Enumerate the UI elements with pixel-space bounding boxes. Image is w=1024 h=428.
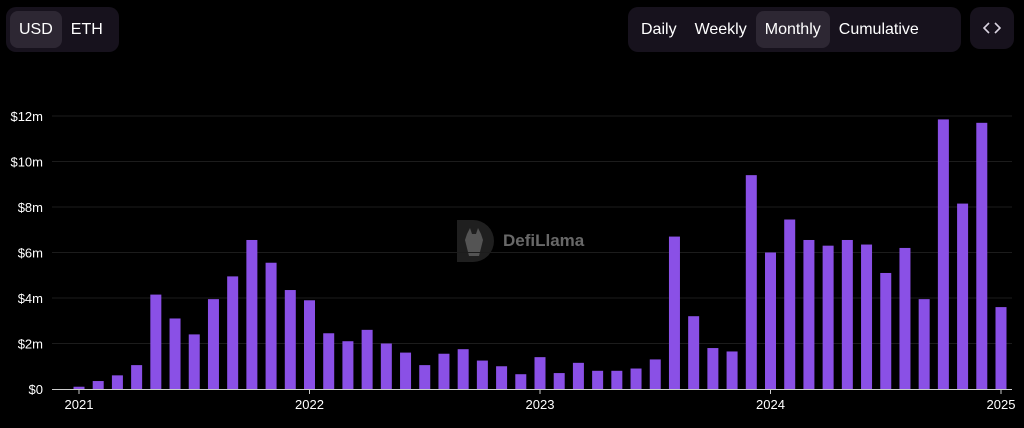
daily-toggle-button[interactable]: Daily	[641, 21, 677, 38]
bar-2022-03[interactable]	[342, 341, 354, 389]
monthly-toggle-button[interactable]: Monthly	[755, 11, 830, 48]
y-tick-label: $12m	[10, 109, 43, 124]
bar-2023-08[interactable]	[668, 236, 680, 389]
bar-2024-09[interactable]	[918, 299, 930, 389]
x-axis: 2021 2022 2023 2024 2025	[52, 389, 1015, 412]
y-tick-label: $0	[29, 382, 43, 397]
x-tick-label: 2022	[295, 397, 324, 412]
y-axis-labels: $0 $2m $4m $6m $8m $10m $12m	[10, 109, 43, 397]
bar-2024-10[interactable]	[937, 119, 949, 389]
bar-2023-06[interactable]	[630, 368, 642, 389]
bar-2025-01[interactable]	[995, 307, 1007, 389]
bar-2022-04[interactable]	[361, 329, 373, 389]
bar-2022-06[interactable]	[400, 352, 412, 389]
bar-2023-05[interactable]	[611, 370, 623, 389]
y-tick-label: $4m	[18, 291, 43, 306]
bar-2023-04[interactable]	[592, 370, 604, 389]
bar-2022-10[interactable]	[476, 360, 488, 389]
bar-2023-02[interactable]	[553, 373, 565, 389]
bar-2022-02[interactable]	[323, 333, 335, 389]
bar-2023-07[interactable]	[649, 359, 661, 389]
eth-toggle-button[interactable]: ETH	[70, 21, 103, 38]
watermark-text: DefiLlama	[503, 231, 585, 250]
bar-2024-11[interactable]	[957, 203, 969, 389]
bar-2021-10[interactable]	[246, 239, 258, 389]
x-tick-label: 2024	[756, 397, 785, 412]
bar-2022-01[interactable]	[304, 300, 315, 389]
weekly-toggle-button[interactable]: Weekly	[694, 21, 747, 38]
bar-2022-08[interactable]	[438, 353, 450, 389]
bar-2021-09[interactable]	[227, 276, 239, 389]
bar-2023-11[interactable]	[726, 351, 738, 389]
bar-2021-12[interactable]	[284, 290, 296, 389]
bar-2021-06[interactable]	[169, 318, 181, 389]
bars	[73, 119, 1007, 390]
cumulative-toggle-button[interactable]: Cumulative	[838, 21, 919, 38]
embed-button[interactable]	[970, 7, 1014, 49]
bar-2024-01[interactable]	[765, 252, 776, 390]
bar-2021-05[interactable]	[150, 294, 162, 389]
bar-2024-08[interactable]	[899, 247, 911, 389]
bar-2021-11[interactable]	[265, 262, 277, 389]
llama-logo-icon	[457, 220, 494, 262]
bar-2022-11[interactable]	[496, 366, 508, 389]
x-tick-label: 2021	[65, 397, 94, 412]
bar-2024-12[interactable]	[976, 122, 988, 389]
watermark: DefiLlama	[455, 218, 584, 264]
y-tick-label: $2m	[18, 337, 43, 352]
bar-2022-05[interactable]	[380, 343, 392, 390]
bar-2023-10[interactable]	[707, 348, 719, 389]
x-tick-label: 2025	[987, 397, 1016, 412]
bar-2024-03[interactable]	[803, 239, 815, 389]
y-tick-label: $10m	[10, 155, 43, 170]
bar-2023-01[interactable]	[534, 357, 546, 389]
bar-2021-01[interactable]	[73, 386, 85, 389]
bar-2021-04[interactable]	[131, 365, 143, 389]
bar-2021-02[interactable]	[92, 381, 104, 389]
usd-toggle-button[interactable]: USD	[10, 11, 62, 48]
bar-2023-09[interactable]	[688, 316, 700, 389]
code-brackets-icon	[983, 22, 1001, 34]
bar-2024-05[interactable]	[841, 239, 853, 389]
y-tick-label: $6m	[18, 246, 43, 261]
bar-2022-12[interactable]	[515, 374, 527, 389]
bar-2022-09[interactable]	[457, 349, 469, 389]
currency-toggle: USD ETH	[6, 7, 119, 52]
bar-2021-07[interactable]	[188, 334, 200, 389]
bar-2021-08[interactable]	[207, 299, 219, 389]
bar-2023-12[interactable]	[745, 175, 757, 389]
bar-2022-07[interactable]	[419, 365, 431, 389]
period-toggle: Daily Weekly Monthly Cumulative	[628, 7, 961, 52]
bar-2024-07[interactable]	[880, 272, 892, 389]
bar-2021-03[interactable]	[111, 375, 123, 389]
bar-2024-04[interactable]	[822, 245, 834, 389]
x-tick-label: 2023	[526, 397, 555, 412]
bar-2024-02[interactable]	[784, 219, 796, 389]
bar-2024-06[interactable]	[861, 244, 873, 389]
bar-2023-03[interactable]	[572, 362, 584, 389]
y-tick-label: $8m	[18, 200, 43, 215]
